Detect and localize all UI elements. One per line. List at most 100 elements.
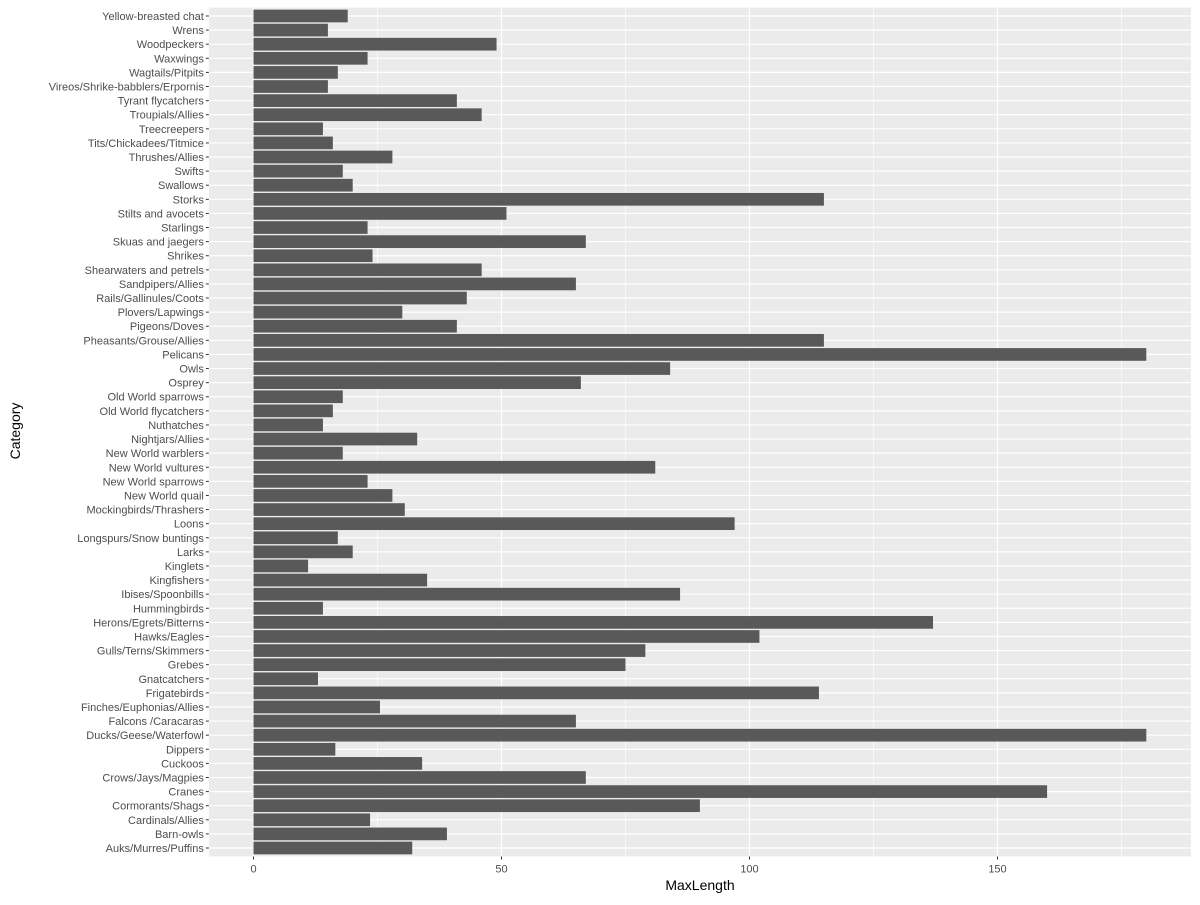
bar	[253, 192, 824, 206]
y-tick-label: Plovers/Lapwings	[118, 307, 205, 319]
bar	[253, 263, 482, 277]
y-tick-label: Nuthatches	[148, 420, 204, 432]
y-tick-label: Old World sparrows	[107, 392, 204, 404]
y-tick-label: Frigatebirds	[146, 688, 205, 700]
bar	[253, 785, 1048, 798]
bar	[253, 235, 586, 248]
bar	[253, 545, 353, 559]
bar	[253, 23, 328, 37]
bar	[253, 517, 735, 531]
x-axis-label: MaxLength	[665, 877, 734, 893]
bar	[253, 164, 343, 178]
y-tick-label: Owls	[179, 364, 204, 376]
bar	[253, 630, 760, 643]
bar	[253, 122, 323, 136]
y-tick-label: Thrushes/Allies	[129, 152, 205, 164]
y-tick-label: Gulls/Terns/Skimmers	[97, 646, 204, 658]
y-tick-label: Troupials/Allies	[130, 110, 205, 122]
bar	[253, 277, 576, 291]
y-tick-label: Wagtails/Pitpits	[129, 67, 204, 79]
bar	[253, 686, 819, 700]
y-tick-label: Old World flycatchers	[100, 406, 205, 418]
y-tick-label: Swallows	[158, 180, 204, 192]
bar	[253, 249, 373, 263]
bar	[253, 37, 497, 51]
y-tick-label: Dippers	[166, 744, 204, 756]
bar	[253, 503, 405, 516]
y-tick-label: Vireos/Shrike-babblers/Erpornis	[49, 82, 205, 94]
y-tick-label: Woodpeckers	[137, 39, 205, 51]
bar	[253, 489, 393, 502]
bar	[253, 728, 1147, 742]
y-tick-label: Yellow-breasted chat	[102, 11, 204, 23]
x-tick-label: 100	[740, 863, 758, 875]
bar	[253, 757, 423, 770]
bar	[253, 460, 656, 474]
bar	[253, 376, 581, 389]
y-tick-label: Tyrant flycatchers	[118, 96, 205, 108]
bar	[253, 9, 348, 23]
y-tick-label: Herons/Egrets/Bitterns	[93, 617, 204, 629]
bar	[253, 771, 586, 784]
bar	[253, 573, 428, 587]
y-tick-label: Falcons /Caracaras	[108, 716, 204, 728]
y-tick-label: Grebes	[168, 660, 205, 672]
y-tick-label: Stilts and avocets	[118, 208, 205, 220]
bar	[253, 51, 368, 65]
bar	[253, 644, 646, 657]
bar	[253, 108, 482, 122]
bar	[253, 362, 671, 375]
y-tick-label: New World sparrows	[103, 476, 205, 488]
y-axis-label: Category	[7, 403, 23, 460]
bar	[253, 178, 353, 192]
y-tick-label: Shrikes	[167, 251, 204, 263]
y-tick-label: Cormorants/Shags	[112, 801, 204, 813]
y-tick-label: Cranes	[168, 787, 204, 799]
y-tick-label: Finches/Euphonias/Allies	[81, 702, 204, 714]
y-tick-label: Waxwings	[154, 53, 204, 65]
bar	[253, 813, 371, 827]
y-tick-label: Tits/Chickadees/Titmice	[88, 138, 204, 150]
bar	[253, 559, 309, 573]
y-tick-label: Starlings	[161, 223, 204, 235]
y-tick-label: Hawks/Eagles	[134, 631, 204, 643]
bar	[253, 348, 1147, 361]
bar	[253, 418, 323, 432]
y-tick-label: Ibises/Spoonbills	[121, 589, 204, 601]
bar	[253, 714, 576, 728]
bar	[253, 601, 323, 615]
bar	[253, 446, 343, 460]
y-tick-label: New World quail	[124, 490, 204, 502]
y-tick-label: Kingfishers	[149, 575, 204, 587]
y-tick-label: Skuas and jaegers	[113, 237, 205, 249]
bar	[253, 531, 338, 545]
bar	[253, 587, 681, 601]
bar	[253, 150, 393, 164]
y-tick-label: Kinglets	[165, 561, 205, 573]
bar	[253, 799, 700, 813]
y-tick-label: Shearwaters and petrels	[85, 265, 205, 277]
bar	[253, 291, 467, 305]
y-tick-label: Cuckoos	[161, 758, 204, 770]
bar	[253, 616, 934, 629]
x-axis: 0 50 100 150	[250, 856, 1007, 875]
y-tick-label: Larks	[177, 547, 204, 559]
y-tick-label: New World warblers	[106, 448, 205, 460]
bar	[253, 475, 368, 488]
bar	[253, 672, 318, 686]
bar	[253, 80, 328, 93]
y-tick-label: Treecreepers	[139, 124, 205, 136]
y-axis: Auks/Murres/Puffins Barn-owls Cardinals/Al…	[49, 11, 209, 855]
x-tick-label: 50	[495, 863, 507, 875]
bar	[253, 305, 403, 319]
y-tick-label: Hummingbirds	[133, 603, 204, 615]
y-tick-label: Pigeons/Doves	[130, 321, 204, 333]
bar	[253, 319, 457, 333]
y-tick-label: Pelicans	[162, 349, 204, 361]
y-tick-label: Gnatcatchers	[138, 674, 204, 686]
y-tick-label: Loons	[174, 519, 204, 531]
bar	[253, 700, 380, 714]
y-tick-label: Crows/Jays/Magpies	[102, 772, 204, 784]
y-tick-label: Storks	[173, 194, 205, 206]
